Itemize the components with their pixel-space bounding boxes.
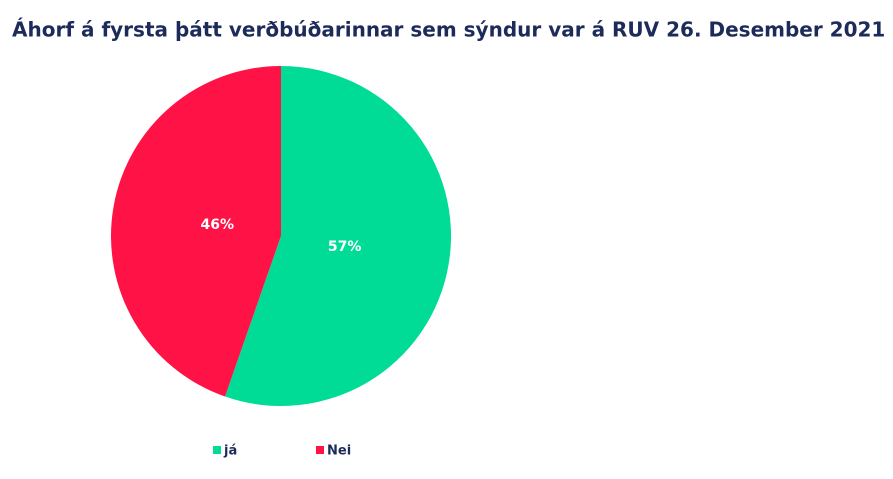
chart-title: Áhorf á fyrsta þátt verðbúðarinnar sem s… xyxy=(12,18,885,42)
value-label: 46% xyxy=(201,217,235,233)
legend-swatch xyxy=(213,446,221,454)
legend-swatch xyxy=(316,446,324,454)
pie-slice xyxy=(110,66,281,397)
value-label: 57% xyxy=(328,239,362,255)
legend-label: Nei xyxy=(327,444,351,459)
pie-slice xyxy=(225,66,451,406)
legend-label: já xyxy=(223,444,237,459)
